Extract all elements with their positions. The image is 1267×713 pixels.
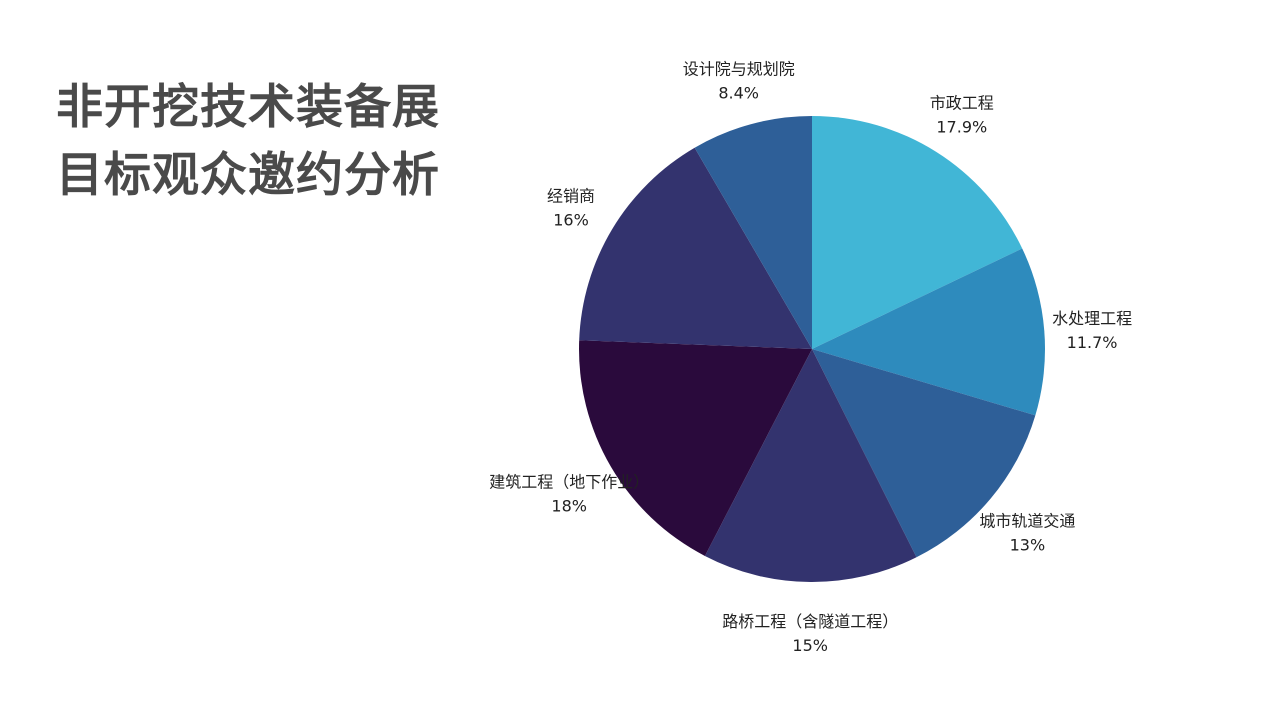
slice-label-value: 11.7% [1067, 333, 1118, 352]
slice-label-value: 8.4% [718, 84, 759, 103]
slice-label-name: 路桥工程（含隧道工程） [722, 612, 898, 631]
slice-label: 建筑工程（地下作业） 18% [489, 473, 649, 516]
pie-labels: 市政工程 17.9% 水处理工程 11.7% 城市轨道交通 13% 路桥工程（含隧道工程） 1… [489, 60, 1132, 655]
slice-label: 城市轨道交通 13% [979, 512, 1075, 555]
title-line-1: 非开挖技术装备展 [56, 80, 440, 135]
pie-slice [579, 147, 812, 349]
pie-slice [812, 349, 1036, 558]
slice-label-name: 水处理工程 [1052, 309, 1132, 328]
slice-label: 路桥工程（含隧道工程） 15% [722, 612, 898, 655]
slice-label: 市政工程 17.9% [930, 93, 994, 136]
slice-label-name: 市政工程 [930, 93, 994, 112]
pie-slice [579, 340, 812, 556]
page-title: 非开挖技术装备展 目标观众邀约分析 [56, 74, 440, 210]
pie-slice [704, 349, 917, 583]
slice-label-value: 15% [792, 636, 828, 655]
slice-label-name: 建筑工程（地下作业） [489, 473, 649, 492]
pie-slices [579, 116, 1046, 583]
slice-label-name: 设计院与规划院 [683, 60, 795, 79]
slice-label: 设计院与规划院 8.4% [683, 60, 795, 103]
slice-label-value: 13% [1010, 536, 1046, 555]
pie-slice [694, 116, 812, 349]
pie-slice [812, 248, 1046, 416]
slice-label: 经销商 16% [547, 186, 595, 229]
slice-label: 水处理工程 11.7% [1052, 309, 1132, 352]
slice-label-name: 经销商 [547, 186, 595, 205]
slice-label-value: 18% [551, 497, 587, 516]
slice-label-value: 17.9% [936, 117, 987, 136]
title-line-2: 目标观众邀约分析 [56, 148, 440, 203]
slice-label-value: 16% [553, 210, 589, 229]
pie-slice [812, 116, 1023, 349]
slice-label-name: 城市轨道交通 [979, 512, 1075, 531]
